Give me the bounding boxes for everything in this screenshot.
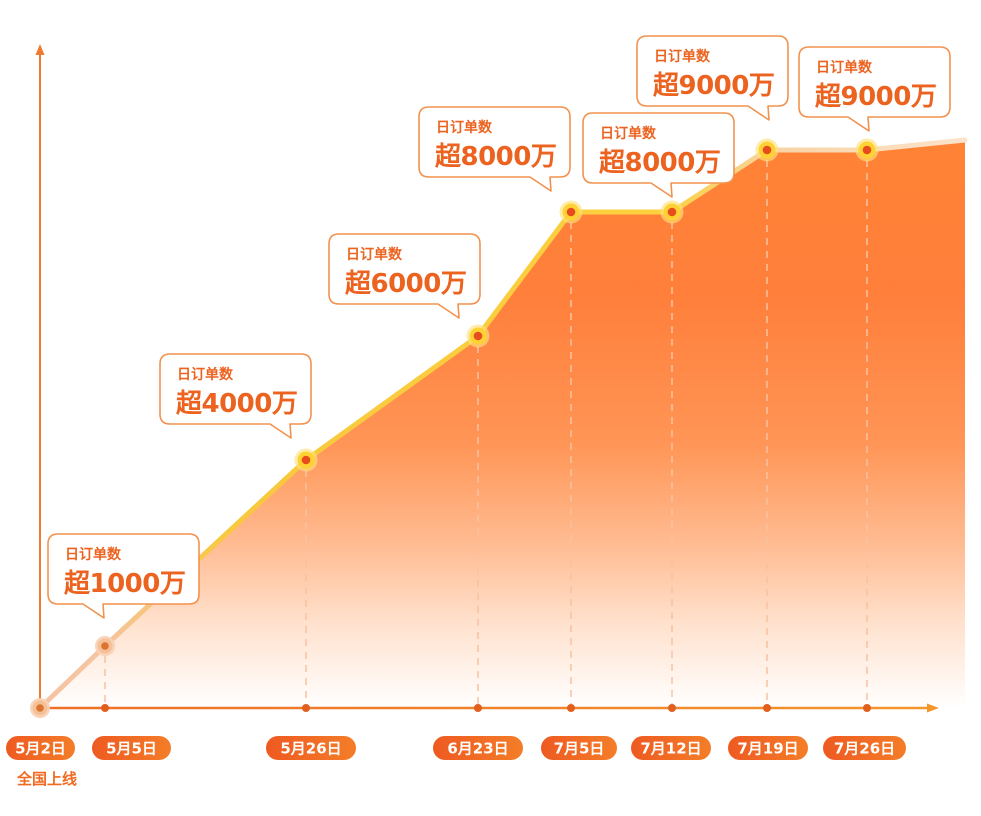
callout-box	[798, 46, 951, 132]
x-tick-label: 7月19日	[728, 736, 808, 760]
callout-title: 日订单数	[654, 48, 711, 65]
x-note-launch: 全国上线	[16, 770, 77, 788]
data-point	[755, 138, 779, 162]
data-point	[95, 636, 115, 656]
data-point	[559, 200, 583, 224]
callout-value: 超6000万	[345, 269, 466, 299]
data-point	[855, 138, 879, 162]
callout-box	[159, 353, 312, 439]
x-tick-pill	[433, 736, 523, 760]
marker-center	[762, 145, 772, 155]
marker-center	[101, 642, 109, 650]
x-tick-text: 7月5日	[554, 740, 605, 758]
x-tick-pill	[728, 736, 808, 760]
marker-center	[301, 455, 311, 465]
x-tick-dot	[101, 704, 109, 712]
marker-center	[566, 207, 576, 217]
area-layer	[40, 140, 965, 708]
marker-center	[36, 704, 44, 712]
y-axis	[35, 44, 45, 708]
data-point	[294, 448, 318, 472]
x-tick-text: 7月19日	[737, 740, 798, 758]
callout-box	[582, 112, 735, 198]
x-tick-text: 7月12日	[640, 740, 701, 758]
x-tick-dot	[302, 704, 310, 712]
data-point	[30, 698, 50, 718]
x-tick-dot	[863, 704, 871, 712]
callout-value: 超9000万	[815, 82, 936, 112]
callout-box	[328, 233, 481, 319]
x-tick-pill	[266, 736, 356, 760]
x-tick-text: 5月2日	[15, 740, 66, 758]
x-tick-pill	[92, 736, 171, 760]
x-tick-pill	[6, 736, 75, 760]
x-tick-label: 7月5日	[541, 736, 617, 760]
x-tick-text: 5月26日	[280, 740, 341, 758]
callout-box	[47, 533, 200, 619]
x-tick-dots	[101, 704, 871, 712]
x-tick-dot	[567, 704, 575, 712]
callout-title: 日订单数	[436, 119, 493, 136]
x-tick-text: 5月5日	[106, 740, 157, 758]
x-tick-dot	[668, 704, 676, 712]
y-axis-arrow	[35, 44, 45, 55]
data-point	[466, 324, 490, 348]
x-axis-arrow	[927, 703, 939, 713]
x-tick-labels: 5月2日 5月5日 5月26日 6月23日 7月5日 7月12日 7月19日 7月26日全国上…	[6, 736, 906, 788]
x-tick-pill	[541, 736, 617, 760]
x-tick-label: 5月26日	[266, 736, 356, 760]
x-tick-pill	[631, 736, 711, 760]
x-tick-text: 7月26日	[834, 740, 895, 758]
marker-center	[667, 207, 677, 217]
x-tick-label: 5月5日	[92, 736, 171, 760]
callout-box	[636, 35, 789, 121]
area-fill	[40, 140, 965, 708]
drop-lines	[104, 160, 868, 704]
callouts: 日订单数超1000万日订单数超4000万日订单数超6000万日订单数超8000万…	[47, 35, 951, 619]
x-tick-text: 6月23日	[447, 740, 508, 758]
callout-value: 超1000万	[64, 569, 185, 599]
x-axis	[40, 703, 939, 713]
data-point-markers	[30, 138, 879, 718]
callout-box	[418, 106, 571, 192]
callout-value: 超8000万	[599, 148, 720, 178]
callout-title: 日订单数	[600, 125, 657, 142]
callout-value: 超9000万	[653, 71, 774, 101]
data-point	[660, 200, 684, 224]
x-tick-pill	[823, 736, 906, 760]
marker-center	[473, 331, 483, 341]
x-tick-dot	[474, 704, 482, 712]
x-tick-label: 7月26日	[823, 736, 906, 760]
x-tick-dot	[763, 704, 771, 712]
x-tick-label: 7月12日	[631, 736, 711, 760]
callout-title: 日订单数	[177, 366, 234, 383]
x-tick-label: 5月2日	[6, 736, 75, 760]
callout-value: 超4000万	[176, 389, 297, 419]
callout-value: 超8000万	[435, 142, 556, 172]
callout-title: 日订单数	[816, 59, 873, 76]
callout-title: 日订单数	[346, 246, 403, 263]
callout-title: 日订单数	[65, 546, 122, 563]
marker-center	[862, 145, 872, 155]
x-tick-label: 6月23日	[433, 736, 523, 760]
